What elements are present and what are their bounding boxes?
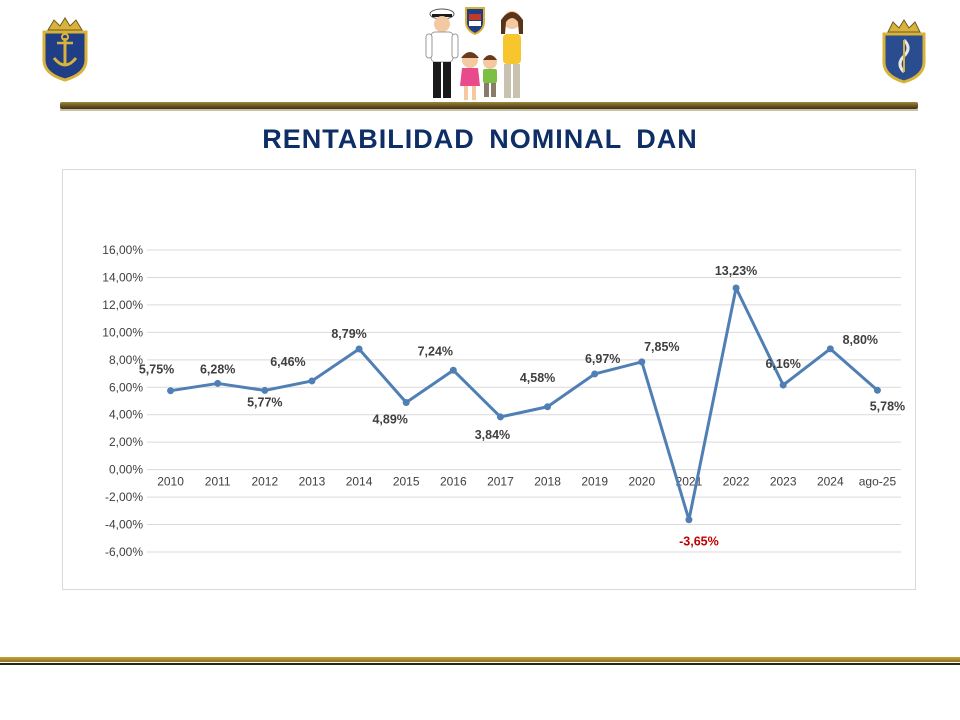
sailor-family-illustration-icon bbox=[425, 7, 523, 100]
x-tick-label: 2022 bbox=[723, 475, 750, 489]
footer-gold-divider bbox=[0, 657, 960, 662]
data-label: 8,79% bbox=[331, 327, 366, 341]
navy-anchor-emblem-icon bbox=[42, 17, 88, 82]
y-tick-label: 16,00% bbox=[102, 243, 143, 257]
x-tick-label: ago-25 bbox=[859, 475, 897, 489]
y-tick-label: -4,00% bbox=[105, 518, 143, 532]
header-gold-divider bbox=[60, 102, 918, 109]
x-tick-label: 2010 bbox=[157, 475, 184, 489]
data-point bbox=[732, 284, 740, 292]
data-point bbox=[685, 516, 693, 524]
x-tick-label: 2013 bbox=[299, 475, 326, 489]
data-label: 6,46% bbox=[270, 355, 305, 369]
data-point bbox=[496, 413, 504, 421]
data-label: 6,16% bbox=[765, 357, 800, 371]
data-label: 6,28% bbox=[200, 362, 235, 376]
data-label: 6,97% bbox=[585, 352, 620, 366]
y-tick-label: 8,00% bbox=[109, 353, 143, 367]
header-divider-shadow bbox=[60, 109, 918, 111]
data-label: 7,24% bbox=[418, 344, 453, 358]
x-tick-label: 2019 bbox=[581, 475, 608, 489]
data-label: 5,77% bbox=[247, 395, 282, 409]
data-point bbox=[449, 366, 457, 374]
y-tick-label: 0,00% bbox=[109, 463, 143, 477]
data-label: 5,78% bbox=[870, 399, 905, 413]
data-point bbox=[402, 399, 410, 407]
data-point bbox=[308, 377, 316, 385]
navy-crest-emblem-icon bbox=[882, 19, 926, 84]
data-label: 3,84% bbox=[475, 428, 510, 442]
data-label: 7,85% bbox=[644, 340, 679, 354]
data-label: 8,80% bbox=[843, 333, 878, 347]
chart-frame: 16,00% 14,00% 12,00% 10,00% 8,00% 6,00% 4,00% 2… bbox=[62, 169, 916, 590]
data-point bbox=[544, 403, 552, 411]
x-tick-label: 2014 bbox=[346, 475, 373, 489]
series-line bbox=[170, 286, 879, 522]
x-tick-label: 2020 bbox=[628, 475, 655, 489]
slide-title: RENTABILIDAD NOMINAL DAN bbox=[262, 124, 698, 154]
y-tick-label: 10,00% bbox=[102, 325, 143, 339]
data-label: 4,89% bbox=[372, 413, 407, 427]
data-label: 13,23% bbox=[715, 264, 757, 278]
footer-divider-line bbox=[0, 663, 960, 665]
data-point bbox=[779, 381, 787, 389]
x-tick-label: 2023 bbox=[770, 475, 797, 489]
y-tick-label: 12,00% bbox=[102, 298, 143, 312]
line-chart: 16,00% 14,00% 12,00% 10,00% 8,00% 6,00% 4,00% 2… bbox=[102, 243, 905, 559]
x-tick-label: 2012 bbox=[251, 475, 278, 489]
x-tick-label: 2016 bbox=[440, 475, 467, 489]
data-point bbox=[638, 358, 646, 366]
data-label: -3,65% bbox=[679, 535, 719, 549]
y-tick-label: 2,00% bbox=[109, 435, 143, 449]
y-tick-label: 14,00% bbox=[102, 270, 143, 284]
data-point bbox=[591, 370, 599, 378]
x-tick-label: 2024 bbox=[817, 475, 844, 489]
x-tick-label: 2015 bbox=[393, 475, 420, 489]
data-point bbox=[167, 387, 175, 395]
x-tick-label: 2011 bbox=[205, 475, 231, 489]
data-label: 4,58% bbox=[520, 371, 555, 385]
y-tick-label: -2,00% bbox=[105, 490, 143, 504]
data-point bbox=[355, 345, 363, 353]
x-tick-label: 2017 bbox=[487, 475, 514, 489]
y-tick-label: 4,00% bbox=[109, 408, 143, 422]
data-point bbox=[214, 379, 222, 387]
x-tick-label: 2018 bbox=[534, 475, 561, 489]
y-tick-label: -6,00% bbox=[105, 545, 143, 559]
data-point bbox=[873, 386, 881, 394]
data-point bbox=[261, 386, 269, 394]
data-label: 5,75% bbox=[139, 363, 174, 377]
data-point bbox=[826, 345, 834, 353]
y-tick-label: 6,00% bbox=[109, 380, 143, 394]
